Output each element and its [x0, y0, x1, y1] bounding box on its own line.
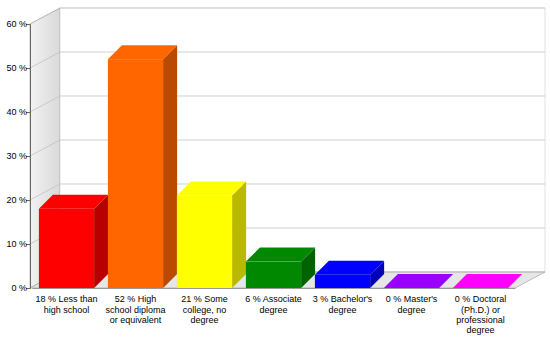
x-tick: 0 % Doctoral(Ph.D.) orprofessionaldegree — [455, 294, 507, 335]
bar-front — [108, 59, 163, 288]
x-tick: 3 % Bachelor'sdegree — [313, 294, 373, 314]
bars — [39, 45, 522, 288]
grid-line — [30, 52, 545, 68]
bar-top — [384, 274, 453, 288]
chart: 0 % 10 % 20 % 30 % 40 % 50 % 60 % 18 % Less tha… — [0, 0, 550, 350]
y-axis: 0 % 10 % 20 % 30 % 40 % 50 % 60 % — [6, 19, 30, 293]
bar-top — [315, 261, 384, 275]
grid-line — [30, 140, 545, 156]
grid-line — [30, 8, 545, 24]
y-tick-label: 20 % — [6, 195, 27, 205]
x-tick-label: 3 % Bachelor'sdegree — [313, 294, 373, 314]
bar-top — [108, 45, 177, 59]
x-tick-label: 6 % Associatedegree — [245, 294, 302, 314]
y-tick: 40 % — [6, 107, 30, 117]
x-tick: 6 % Associatedegree — [245, 294, 302, 314]
y-tick: 0 % — [11, 283, 30, 293]
y-tick: 10 % — [6, 239, 30, 249]
bar — [384, 274, 453, 288]
bar-front — [315, 275, 370, 288]
y-tick-label: 0 % — [11, 283, 27, 293]
y-tick: 20 % — [6, 195, 30, 205]
bar-side — [94, 195, 108, 288]
bar-top — [453, 274, 522, 288]
bar-side — [232, 182, 246, 288]
bar-front — [39, 209, 94, 288]
bar — [39, 195, 108, 288]
bar-top — [39, 195, 108, 209]
x-tick-label: 0 % Doctoral(Ph.D.) orprofessionaldegree — [455, 294, 507, 335]
bar — [246, 248, 315, 288]
bar — [108, 45, 177, 288]
x-tick: 21 % Somecollege, nodegree — [181, 294, 228, 325]
grid — [30, 8, 545, 288]
bar-front — [246, 262, 301, 288]
x-tick-label: 0 % Master'sdegree — [386, 294, 438, 314]
bar-side — [163, 45, 177, 288]
grid-line — [30, 96, 545, 112]
y-tick-label: 60 % — [6, 19, 27, 29]
y-tick-label: 50 % — [6, 63, 27, 73]
x-tick: 18 % Less thanhigh school — [35, 294, 97, 314]
bar — [177, 182, 246, 288]
x-tick: 0 % Master'sdegree — [386, 294, 438, 314]
x-tick-label: 52 % Highschool diplomaor equivalent — [105, 294, 165, 325]
y-tick-label: 40 % — [6, 107, 27, 117]
y-tick: 50 % — [6, 63, 30, 73]
y-tick: 60 % — [6, 19, 30, 29]
bar — [315, 261, 384, 288]
x-axis: 18 % Less thanhigh school 52 % Highschool… — [33, 289, 516, 336]
x-tick-label: 21 % Somecollege, nodegree — [181, 294, 228, 325]
bar — [453, 274, 522, 288]
x-tick-label: 18 % Less thanhigh school — [35, 294, 97, 314]
bar-top — [177, 182, 246, 196]
bar-top — [246, 248, 315, 262]
y-tick-label: 10 % — [6, 239, 27, 249]
y-tick-label: 30 % — [6, 151, 27, 161]
x-tick: 52 % Highschool diplomaor equivalent — [105, 294, 165, 325]
bar-front — [177, 196, 232, 288]
x-axis-line — [33, 288, 516, 289]
y-tick: 30 % — [6, 151, 30, 161]
